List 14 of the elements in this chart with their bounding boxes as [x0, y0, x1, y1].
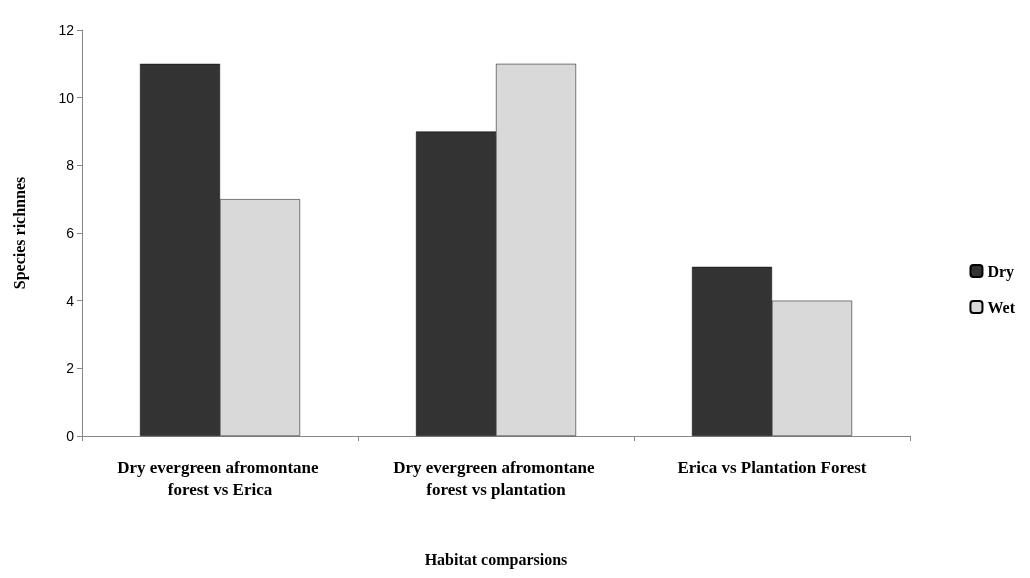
y-tick-label: 8: [66, 157, 75, 174]
y-tick-label: 4: [66, 292, 75, 309]
y-tick-label: 0: [66, 428, 75, 444]
y-axis-title: Species richnnes: [10, 176, 29, 290]
y-tick-label: 10: [58, 89, 75, 106]
legend-label: Wet: [987, 298, 1016, 316]
legend-label: Dry: [987, 262, 1015, 281]
y-tick-label: 2: [66, 360, 75, 377]
x-axis-title: Habitat comparsions: [424, 550, 568, 569]
x-tick-label: Erica vs Plantation Forest: [677, 457, 867, 477]
y-tick-label: 12: [58, 22, 75, 38]
x-tick-label: Dry evergreen afromontane forest vs plantation: [393, 457, 599, 499]
x-tick-label: Dry evergreen afromontane forest vs Erica: [117, 457, 323, 499]
y-tick-label: 6: [66, 225, 75, 241]
